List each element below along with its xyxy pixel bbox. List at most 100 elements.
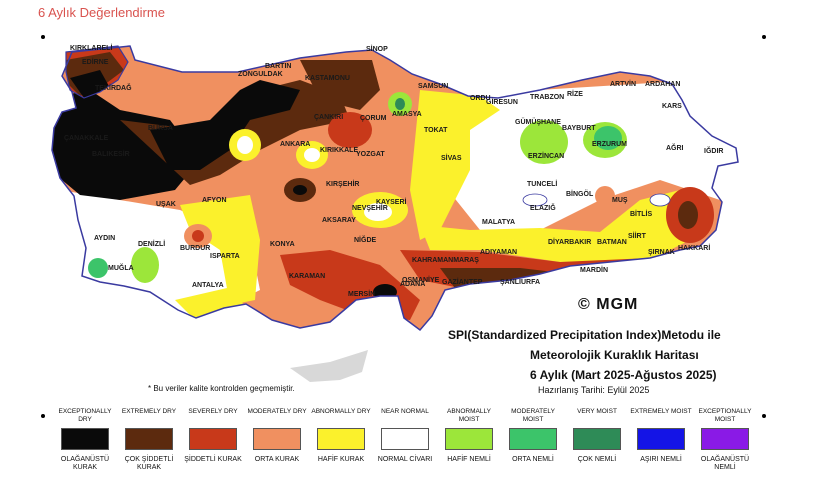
legend-item: EXCEPTIONALLY MOIST OLAĞANÜSTÜ NEMLİ: [692, 408, 758, 472]
legend-swatch: [61, 428, 109, 450]
city-label: ÇANAKKALE: [64, 135, 109, 142]
mgm-logo: © MGM: [578, 296, 639, 313]
legend-label-en: VERY MOIST: [577, 408, 617, 415]
city-label: AYDIN: [94, 235, 115, 242]
near-normal-zone: [237, 136, 253, 154]
extremely-dry-zone: [300, 60, 380, 110]
city-label: ZONGULDAK: [238, 71, 283, 78]
legend-swatch: [573, 428, 621, 450]
legend-label-en: MODERATELY MOIST: [511, 408, 555, 423]
city-label: ORDU: [470, 95, 491, 102]
city-label: BAYBURT: [562, 125, 596, 132]
severely-dry-zone: [328, 112, 372, 148]
exceptionally-dry-zone: [150, 80, 300, 170]
city-label: OSMANİYE: [402, 276, 440, 284]
quality-footnote: * Bu veriler kalite kontrolden geçmemişt…: [148, 384, 295, 393]
city-label: ÇANKIRI: [314, 114, 343, 121]
legend-label-tr: ÇOK ŞİDDETLİ KURAK: [124, 456, 174, 471]
legend-label-en: NEAR NORMAL: [381, 408, 429, 415]
city-label: TRABZON: [530, 94, 564, 101]
near-normal-zone-east: [440, 80, 738, 230]
city-label: KARAMAN: [289, 273, 325, 280]
legend-label-tr: NORMAL CİVARI: [377, 456, 433, 463]
legend-label-tr: ÇOK NEMLİ: [577, 456, 617, 463]
city-label: KAYSERİ: [376, 198, 407, 206]
city-label: KIRŞEHİR: [326, 180, 359, 188]
city-label: BALIKESİR: [92, 150, 130, 158]
legend-label-tr: HAFİF KURAK: [317, 456, 365, 463]
city-label: ANTALYA: [192, 282, 224, 289]
city-label: GİRESUN: [486, 98, 518, 106]
legend-label-en: ABNORMALLY MOIST: [447, 408, 491, 423]
city-label: SİVAS: [441, 154, 462, 162]
city-label: BURDUR: [180, 245, 210, 252]
legend-label-tr: ŞİDDETLİ KURAK: [184, 456, 242, 463]
city-label: KIRKLARELİ: [70, 44, 112, 52]
page-title: 6 Aylık Değerlendirme: [38, 5, 165, 20]
city-label: ERZİNCAN: [528, 152, 564, 160]
legend-label-en: EXTREMELY DRY: [121, 408, 177, 415]
legend-item: ABNORMALLY DRY HAFİF KURAK: [308, 408, 374, 464]
city-label: ADIYAMAN: [480, 249, 517, 256]
city-label: TEKİRDAĞ: [95, 83, 132, 92]
legend-label-tr: OLAĞANÜSTÜ KURAK: [60, 456, 110, 471]
city-label: BİTLİS: [630, 210, 652, 218]
legend-label-tr: HAFİF NEMLİ: [447, 456, 491, 463]
legend-swatch: [317, 428, 365, 450]
city-label: MARDİN: [580, 266, 608, 274]
city-label: HAKKARİ: [678, 244, 710, 252]
city-label: ELAZIĞ: [530, 203, 556, 212]
city-label: MERSİN: [348, 290, 375, 298]
caption-date: Hazırlanış Tarihi: Eylül 2025: [538, 385, 650, 395]
legend-item: EXTREMELY MOIST AŞIRI NEMLİ: [628, 408, 694, 464]
city-label: AFYON: [202, 197, 227, 204]
city-label: ŞIRNAK: [648, 249, 675, 256]
near-normal-zone: [364, 203, 392, 221]
city-label: ÇORUM: [360, 115, 387, 122]
exceptionally-dry-zone: [52, 90, 200, 200]
near-normal-zone: [304, 148, 320, 162]
caption-title: Meteorolojik Kuraklık Haritası: [530, 348, 699, 362]
legend-label-en: EXTREMELY MOIST: [630, 408, 692, 415]
legend-label-en: SEVERELY DRY: [188, 408, 238, 415]
city-label: BATMAN: [597, 239, 627, 246]
city-label: IĞDIR: [704, 146, 723, 155]
city-label: UŞAK: [156, 201, 176, 208]
legend-label-en: MODERATELY DRY: [247, 408, 307, 415]
city-label: GÜMÜŞHANE: [515, 117, 561, 126]
city-label: ERZURUM: [592, 141, 627, 148]
city-label: ADANA: [400, 281, 425, 288]
abnormally-dry-zone: [410, 90, 500, 240]
abnormally-dry-zone: [420, 190, 700, 262]
city-label: ISPARTA: [210, 253, 240, 260]
city-label: KARS: [662, 103, 682, 110]
city-label: NEVŞEHİR: [352, 204, 388, 212]
city-label: AMASYA: [392, 111, 422, 118]
legend-swatch: [125, 428, 173, 450]
corner-dot: [41, 414, 45, 418]
legend-item: VERY MOIST ÇOK NEMLİ: [564, 408, 630, 464]
moderately-moist-zone: [594, 126, 622, 150]
caption-method: SPI(Standardized Precipitation Index)Met…: [448, 328, 721, 342]
city-label: ŞANLIURFA: [500, 279, 540, 286]
city-label: ARDAHAN: [645, 81, 680, 88]
moderately-dry-zone: [595, 186, 615, 206]
map-caption: SPI(Standardized Precipitation Index)Met…: [448, 328, 778, 395]
legend-swatch: [253, 428, 301, 450]
city-label: TOKAT: [424, 127, 448, 134]
legend-item: EXTREMELY DRY ÇOK ŞİDDETLİ KURAK: [116, 408, 182, 472]
legend-item: MODERATELY DRY ORTA KURAK: [244, 408, 310, 464]
legend-swatch: [637, 428, 685, 450]
legend-item: ABNORMALLY MOIST HAFİF NEMLİ: [436, 408, 502, 464]
legend-label-tr: ORTA NEMLİ: [512, 456, 554, 463]
legend-item: NEAR NORMAL NORMAL CİVARI: [372, 408, 438, 464]
exceptionally-dry-zone: [70, 70, 110, 98]
abnormally-moist-zone: [131, 247, 159, 283]
extremely-dry-zone: [678, 201, 698, 229]
legend-label-en: EXCEPTIONALLY MOIST: [698, 408, 752, 423]
city-label: ANKARA: [280, 141, 310, 148]
city-label: GAZİANTEP: [442, 278, 483, 286]
legend-item: SEVERELY DRY ŞİDDETLİ KURAK: [180, 408, 246, 464]
city-label: KAHRAMANMARAŞ: [412, 257, 479, 264]
